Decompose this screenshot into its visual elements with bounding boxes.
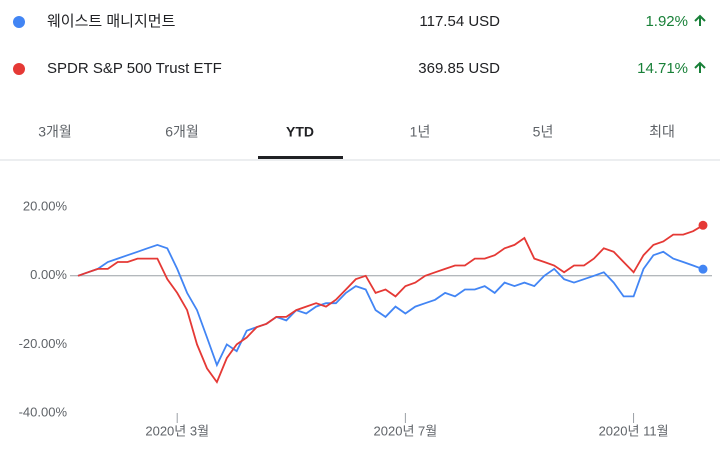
tab-underline — [258, 156, 343, 159]
price: 369.85 USD — [418, 60, 500, 77]
legend-name: 웨이스트 매니지먼트 — [47, 13, 176, 30]
tab[interactable]: YTD — [286, 124, 314, 140]
legend-dot — [13, 63, 25, 75]
tab[interactable]: 5년 — [533, 124, 554, 140]
y-tick-label: -40.00% — [19, 404, 68, 419]
price: 117.54 USD — [419, 13, 500, 30]
up-arrow — [694, 14, 706, 26]
x-tick-label: 2020년 11월 — [599, 423, 669, 438]
y-tick-label: 0.00% — [30, 267, 67, 282]
x-tick-label: 2020년 3월 — [145, 423, 209, 438]
series-line — [77, 224, 704, 384]
end-marker — [698, 264, 708, 274]
tab[interactable]: 최대 — [649, 124, 675, 140]
change: 14.71% — [637, 60, 688, 77]
up-arrow — [694, 61, 706, 73]
tab[interactable]: 1년 — [410, 124, 431, 140]
tab[interactable]: 6개월 — [165, 124, 199, 140]
y-tick-label: -20.00% — [19, 336, 68, 351]
legend-name: SPDR S&P 500 Trust ETF — [47, 60, 222, 77]
change: 1.92% — [645, 13, 688, 30]
end-marker — [698, 220, 708, 230]
x-tick-label: 2020년 7월 — [374, 423, 438, 438]
tab[interactable]: 3개월 — [38, 124, 72, 140]
y-tick-label: 20.00% — [23, 199, 68, 214]
legend-dot — [13, 16, 25, 28]
series-line — [77, 243, 704, 368]
